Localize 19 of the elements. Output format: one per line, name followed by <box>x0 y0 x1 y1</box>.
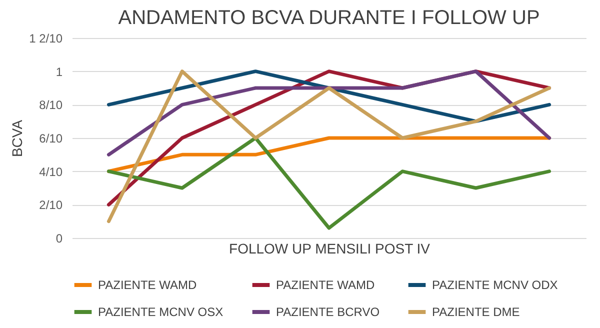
legend-label: PAZIENTE WAMD <box>98 278 197 292</box>
y-tick-label: 6/10 <box>39 132 63 146</box>
legend-label: PAZIENTE BCRVO <box>276 305 380 319</box>
y-tick-label: 4/10 <box>39 164 63 179</box>
y-tick-label: 2/10 <box>39 198 63 212</box>
y-tick-label: 0 <box>56 232 63 246</box>
y-tick-label: 1 <box>56 64 63 79</box>
chart-title: ANDAMENTO BCVA DURANTE I FOLLOW UP <box>118 7 540 29</box>
legend-label: PAZIENTE MCNV OSX <box>98 305 224 319</box>
legend-label: PAZIENTE DME <box>432 305 520 319</box>
line-series <box>106 136 552 230</box>
line-series <box>106 70 552 124</box>
y-tick-label: 8/10 <box>39 98 63 112</box>
x-axis-title: FOLLOW UP MENSILI POST IV <box>229 240 431 256</box>
legend-label: PAZIENTE WAMD <box>276 278 375 292</box>
legend-label: PAZIENTE MCNV ODX <box>432 278 558 292</box>
y-tick-label: 1 2/10 <box>29 32 63 46</box>
line-series <box>106 70 552 156</box>
y-axis-title: BCVA <box>9 119 26 158</box>
